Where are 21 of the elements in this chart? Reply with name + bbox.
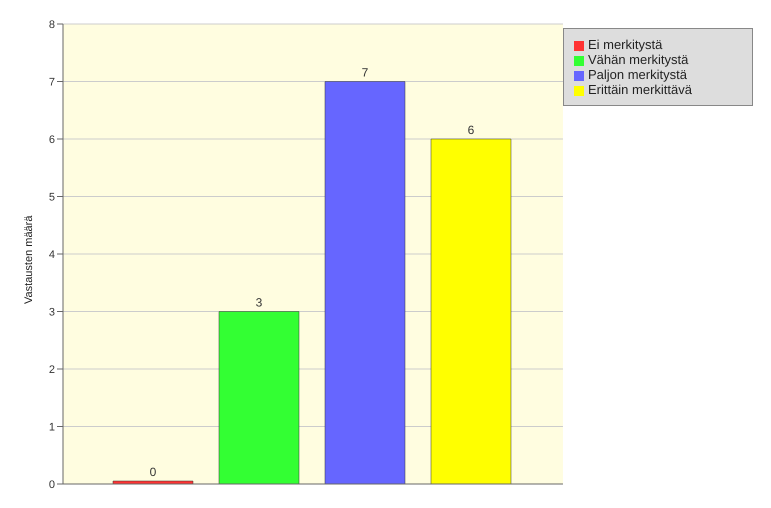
y-tick-label: 0 <box>48 478 55 491</box>
data-label: 3 <box>256 296 263 310</box>
data-label: 6 <box>468 123 475 137</box>
legend-label: Paljon merkitystä <box>588 67 687 82</box>
y-axis-title: Vastausten määrä <box>22 214 35 304</box>
y-tick-label: 4 <box>48 248 55 261</box>
y-tick-label: 5 <box>48 191 55 204</box>
y-tick-label: 6 <box>48 134 55 146</box>
y-tick-label: 1 <box>48 421 55 434</box>
bar <box>430 138 512 484</box>
data-label: 0 <box>150 465 157 479</box>
legend-label: Erittäin merkittävä <box>588 82 692 97</box>
bar <box>112 480 194 484</box>
y-tick-label: 8 <box>48 18 55 31</box>
y-tick-label: 3 <box>48 306 55 318</box>
y-tick-label: 2 <box>48 364 55 376</box>
y-tick-label: 7 <box>48 76 55 88</box>
legend-label: Vähän merkitystä <box>588 52 688 67</box>
bar <box>324 81 406 484</box>
data-label: 7 <box>362 66 369 80</box>
legend-label: Ei merkitystä <box>588 37 662 52</box>
